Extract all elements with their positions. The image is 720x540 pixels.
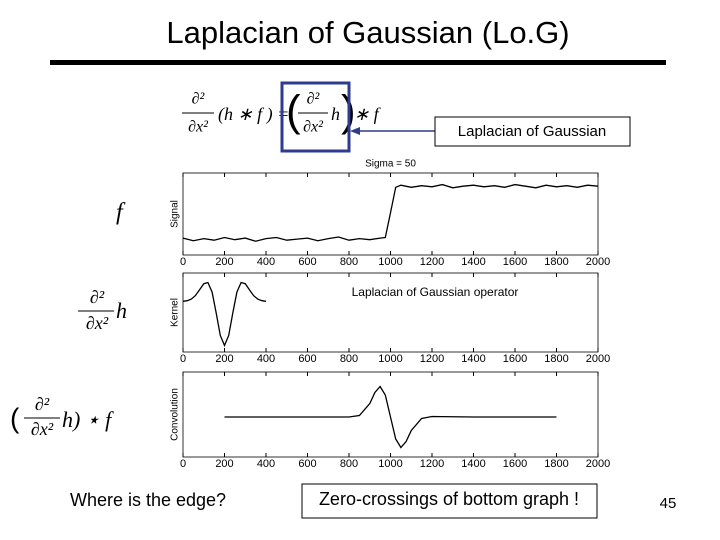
question: Where is the edge? xyxy=(70,490,226,510)
x-tick-label: 1800 xyxy=(544,458,568,470)
x-tick-label: 2000 xyxy=(586,458,610,470)
annotation: Laplacian of Gaussian operator xyxy=(352,285,519,299)
x-tick-label: 0 xyxy=(180,256,186,268)
x-tick-label: 2000 xyxy=(586,256,610,268)
eq-num: ∂² xyxy=(307,91,321,108)
row-label: ( xyxy=(10,402,20,433)
eq-den: ∂x² xyxy=(303,119,324,136)
arrow-head xyxy=(350,127,360,135)
slide-title: Laplacian of Gaussian (Lo.G) xyxy=(166,15,569,50)
x-tick-label: 0 xyxy=(180,458,186,470)
eq-text: (h ∗ f ) = xyxy=(218,104,289,125)
eq-den: ∂x² xyxy=(188,119,209,136)
x-tick-label: 1400 xyxy=(461,353,485,365)
x-tick-label: 1000 xyxy=(378,458,402,470)
x-tick-label: 1200 xyxy=(420,353,444,365)
eq-text: h xyxy=(331,104,340,124)
row-label: ∂x² xyxy=(31,419,54,439)
y-axis-label: Kernel xyxy=(170,298,181,327)
row-label: ∂² xyxy=(35,394,50,414)
x-tick-label: 1600 xyxy=(503,256,527,268)
callout-box xyxy=(434,116,631,147)
x-tick-label: 800 xyxy=(340,458,358,470)
x-tick-label: 600 xyxy=(298,256,316,268)
title-rule xyxy=(50,60,666,65)
x-tick-label: 200 xyxy=(215,256,233,268)
answer: Zero-crossings of bottom graph ! xyxy=(319,489,579,509)
x-tick-label: 1800 xyxy=(544,256,568,268)
x-tick-label: 200 xyxy=(215,458,233,470)
x-tick-label: 2000 xyxy=(586,353,610,365)
eq-text: ∗ f xyxy=(354,104,382,124)
page-number: 45 xyxy=(660,495,677,512)
answer-box xyxy=(301,483,598,519)
x-tick-label: 800 xyxy=(340,256,358,268)
x-tick-label: 800 xyxy=(340,353,358,365)
x-tick-label: 400 xyxy=(257,458,275,470)
x-tick-label: 1600 xyxy=(503,458,527,470)
eq-num: ∂² xyxy=(192,91,206,108)
data-line xyxy=(182,183,599,242)
x-tick-label: 1200 xyxy=(420,256,444,268)
x-tick-label: 1800 xyxy=(544,353,568,365)
x-tick-label: 1400 xyxy=(461,256,485,268)
x-tick-label: 1000 xyxy=(378,256,402,268)
highlight-box xyxy=(280,81,351,153)
x-tick-label: 600 xyxy=(298,353,316,365)
x-tick-label: 1600 xyxy=(503,353,527,365)
x-tick-label: 200 xyxy=(215,353,233,365)
row-label: h xyxy=(116,298,127,323)
y-axis-label: Signal xyxy=(170,200,181,228)
x-tick-label: 1000 xyxy=(378,353,402,365)
row-label: ∂x² xyxy=(86,313,109,333)
paren: ( xyxy=(286,87,301,136)
row-label: f xyxy=(116,200,126,226)
x-tick-label: 1200 xyxy=(420,458,444,470)
x-tick-label: 400 xyxy=(257,256,275,268)
x-tick-label: 0 xyxy=(180,353,186,365)
x-tick-label: 1400 xyxy=(461,458,485,470)
y-axis-label: Convolution xyxy=(170,388,181,441)
data-line xyxy=(224,385,557,449)
row-label: ∂² xyxy=(90,287,105,307)
x-tick-label: 400 xyxy=(257,353,275,365)
data-line xyxy=(182,281,267,348)
row-label: h) ⋆ f xyxy=(62,407,114,432)
x-tick-label: 600 xyxy=(298,458,316,470)
plot-frame xyxy=(182,272,599,353)
chart-title: Sigma = 50 xyxy=(365,159,416,170)
callout: Laplacian of Gaussian xyxy=(458,123,606,140)
